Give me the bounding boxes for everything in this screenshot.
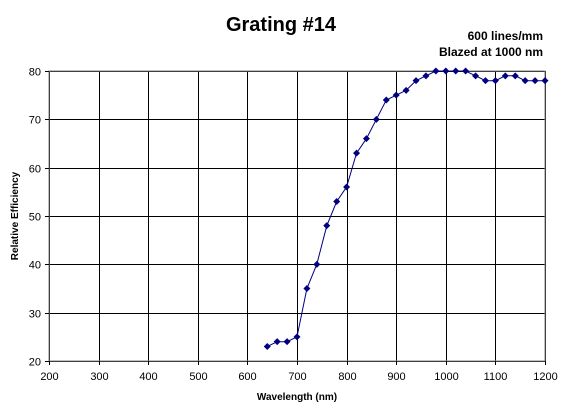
chart-title: Grating #14: [226, 14, 337, 36]
y-tick-label: 50: [29, 212, 41, 224]
data-point: [412, 77, 420, 85]
y-tick-label: 30: [29, 309, 41, 321]
data-point: [491, 77, 499, 85]
y-tick-label: 20: [29, 357, 41, 369]
x-tick-label: 500: [189, 371, 207, 383]
data-point: [333, 198, 341, 205]
data-point: [323, 222, 331, 230]
y-tick-label: 80: [29, 67, 41, 79]
y-tick-label: 60: [29, 164, 41, 176]
data-point: [382, 96, 390, 104]
data-point: [283, 338, 291, 346]
data-point: [511, 72, 519, 80]
data-point: [452, 67, 460, 75]
data-point: [442, 67, 450, 75]
y-axis-ticks: 20 30 40 50 60 70 80: [29, 67, 49, 369]
x-tick-label: 800: [338, 371, 356, 383]
data-point: [372, 115, 380, 123]
y-tick-label: 40: [29, 260, 41, 272]
data-point: [541, 77, 549, 85]
x-tick-label: 400: [139, 371, 157, 383]
x-tick-label: 1200: [533, 371, 557, 383]
data-point: [521, 77, 529, 85]
y-axis-label: Relative Efficiency: [10, 171, 21, 260]
x-axis-ticks: 200 300 400 500 600 700 800 900 1000 1100 1200: [40, 361, 558, 383]
data-point: [263, 343, 271, 350]
data-point: [422, 72, 430, 80]
gridlines: [49, 71, 546, 362]
x-tick-label: 600: [238, 371, 256, 383]
data-point: [392, 91, 400, 99]
data-point: [402, 86, 410, 94]
data-point: [303, 285, 311, 292]
data-point: [432, 67, 440, 75]
x-tick-label: 200: [40, 371, 58, 383]
series: [263, 67, 549, 350]
data-point: [273, 338, 281, 346]
data-point: [353, 149, 361, 157]
annotation-blaze: Blazed at 1000 nm: [439, 45, 543, 59]
x-tick-label: 300: [90, 371, 108, 383]
series-line: [266, 70, 545, 347]
data-point: [462, 67, 470, 75]
data-point: [362, 135, 370, 143]
data-point: [472, 72, 480, 80]
x-tick-label: 900: [387, 371, 405, 383]
data-point: [531, 77, 539, 85]
annotation-lines: 600 lines/mm: [468, 29, 543, 43]
data-point: [293, 333, 301, 341]
x-axis-label: Wavelength (nm): [257, 392, 337, 403]
x-tick-label: 700: [288, 371, 306, 383]
data-point: [501, 72, 509, 80]
x-tick-label: 1000: [434, 371, 458, 383]
data-point: [481, 77, 489, 85]
y-tick-label: 70: [29, 115, 41, 127]
data-point: [343, 183, 351, 191]
x-tick-label: 1100: [484, 371, 508, 383]
data-point: [313, 260, 321, 268]
